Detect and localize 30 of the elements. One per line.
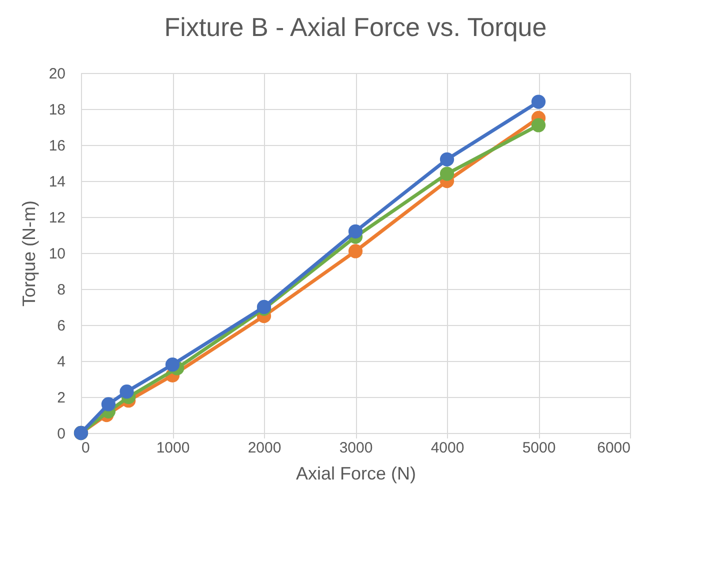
x-axis-title: Axial Force (N) <box>296 464 416 484</box>
point <box>348 244 363 258</box>
y-tick-label: 4 <box>57 354 66 370</box>
x-tick-label: 5000 <box>522 440 556 456</box>
x-tick-label: 0 <box>82 440 90 456</box>
y-tick-label: 6 <box>57 318 66 334</box>
y-tick-label: 10 <box>48 246 66 262</box>
y-tick-label: 8 <box>57 282 66 298</box>
x-tick-label: 6000 <box>597 440 630 456</box>
point <box>348 224 363 238</box>
x-tick-label: 4000 <box>430 440 464 456</box>
y-tick-label: 2 <box>57 390 66 406</box>
chart-title: Fixture B - Axial Force vs. Torque <box>164 12 547 42</box>
point <box>531 94 546 109</box>
point <box>440 152 454 166</box>
y-tick-label: 14 <box>48 174 66 190</box>
y-tick-label: 18 <box>48 102 66 118</box>
point <box>165 358 180 372</box>
x-tick-label: 2000 <box>248 440 282 456</box>
point <box>531 118 546 132</box>
x-tick-label: 3000 <box>339 440 373 456</box>
y-tick-label: 0 <box>57 426 66 442</box>
point <box>101 397 116 412</box>
point <box>440 166 454 181</box>
x-tick-label: 1000 <box>156 440 190 456</box>
y-tick-label: 20 <box>48 66 66 82</box>
y-tick-label: 16 <box>48 138 66 154</box>
point <box>120 384 134 399</box>
y-axis-title: Torque (N-m) <box>18 200 39 307</box>
y-tick-label: 12 <box>48 210 66 226</box>
